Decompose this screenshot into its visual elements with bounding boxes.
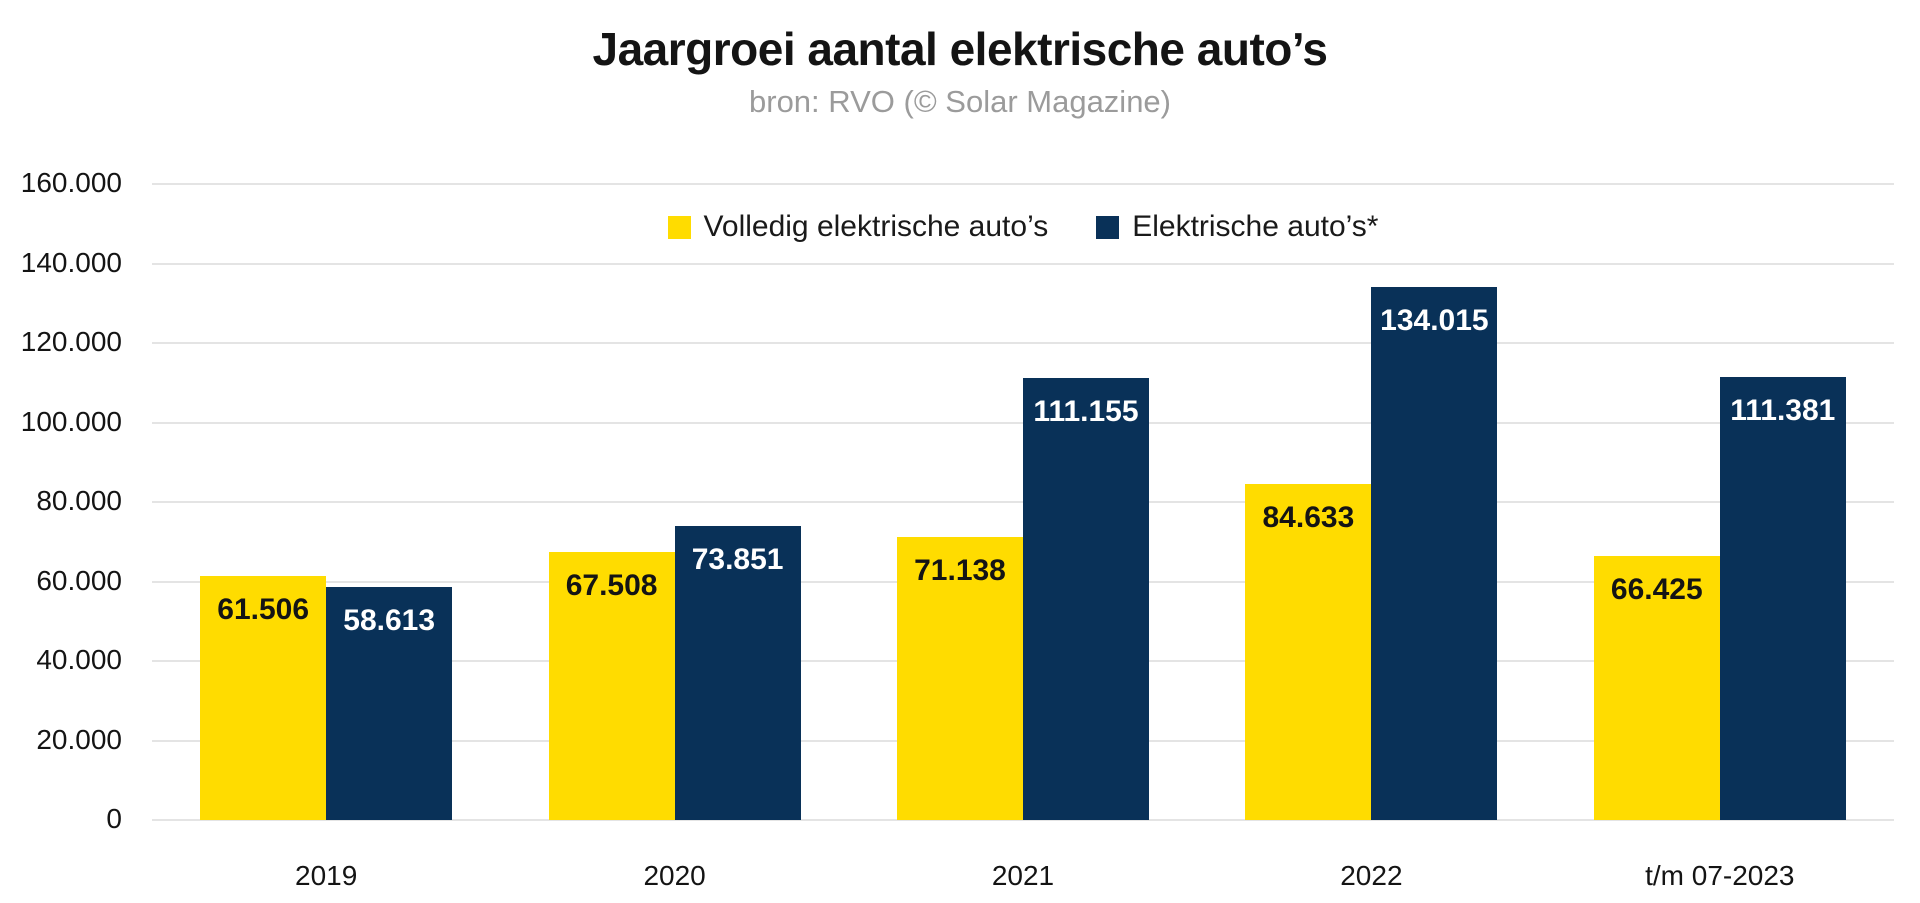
bar-value-label: 61.506 [217, 592, 310, 626]
gridline [152, 262, 1894, 265]
x-tick-label: 2019 [295, 860, 358, 891]
bar [1023, 378, 1149, 820]
bar [897, 537, 1023, 820]
bar [1371, 287, 1498, 820]
bar [200, 575, 327, 820]
legend-swatch-navy-icon [1096, 215, 1120, 239]
y-tick-label: 0 [106, 803, 122, 834]
x-tick-label: t/m 07-2023 [1645, 860, 1795, 891]
bar-value-label: 111.155 [1033, 395, 1139, 429]
bar [1593, 555, 1720, 820]
bar-value-label: 111.381 [1730, 394, 1836, 428]
x-tick-label: 2021 [991, 860, 1055, 891]
chart-legend: Volledig elektrische auto’s Elektrische … [152, 205, 1894, 249]
bar-value-label: 58.613 [343, 604, 436, 637]
y-tick-label: 60.000 [36, 564, 122, 596]
y-tick-label: 160.000 [20, 167, 122, 198]
y-tick-label: 100.000 [20, 405, 122, 437]
bar [1719, 377, 1846, 820]
legend-swatch-yellow-icon [667, 215, 691, 239]
bar-value-label: 66.425 [1610, 572, 1703, 606]
legend-label-volledig-elektrisch: Volledig elektrische auto’s [703, 210, 1049, 243]
y-tick-label: 40.000 [36, 644, 122, 675]
chart-title: Jaargroei aantal elektrische auto’s [592, 23, 1328, 75]
legend-label-elektrisch: Elektrische auto’s* [1132, 210, 1379, 243]
bar-value-label: 71.138 [914, 554, 1006, 588]
y-tick-label: 140.000 [20, 246, 122, 278]
legend-item-volledig-elektrisch: Volledig elektrische auto’s [667, 210, 1049, 244]
x-tick-label: 2022 [1340, 860, 1403, 891]
x-tick-label: 2020 [643, 860, 706, 891]
gridline [152, 183, 1894, 185]
bar [548, 551, 675, 820]
bar-value-label: 73.851 [691, 543, 784, 577]
legend-item-elektrisch: Elektrische auto’s* [1096, 210, 1378, 244]
chart-subtitle: bron: RVO (© Solar Magazine) [749, 84, 1171, 119]
bar [1245, 483, 1372, 820]
bar [674, 526, 801, 820]
bar-value-label: 84.633 [1262, 500, 1355, 534]
y-tick-label: 80.000 [36, 485, 122, 516]
bar [326, 587, 453, 820]
gridline [152, 819, 1894, 821]
bar-value-label: 67.508 [565, 568, 658, 602]
gridline [152, 342, 1894, 344]
y-tick-label: 20.000 [36, 723, 122, 755]
bar-value-label: 134.015 [1380, 304, 1489, 338]
y-tick-label: 120.000 [20, 326, 122, 357]
